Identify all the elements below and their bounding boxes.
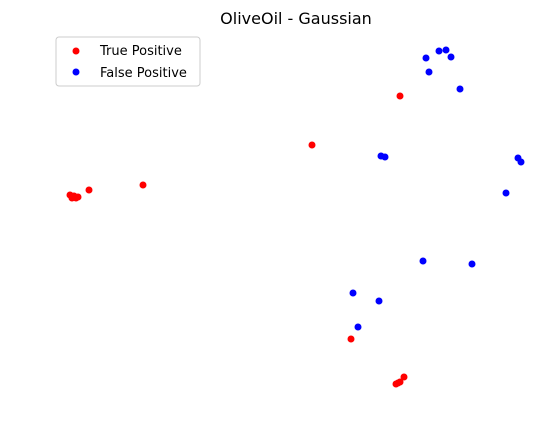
- legend-marker-true-positive: [72, 47, 80, 55]
- point-true-positive-6: [139, 181, 147, 189]
- point-false-positive-11: [419, 257, 427, 265]
- point-false-positive-14: [375, 297, 383, 305]
- point-false-positive-13: [349, 289, 357, 297]
- point-true-positive-5: [85, 186, 93, 194]
- point-false-positive-4: [425, 68, 433, 76]
- legend-label-true-positive: True Positive: [99, 44, 182, 59]
- point-true-positive-4: [74, 193, 82, 201]
- point-true-positive-9: [347, 335, 355, 343]
- point-false-positive-1: [435, 47, 443, 55]
- point-false-positive-3: [447, 53, 455, 61]
- chart-title: OliveOil - Gaussian: [220, 9, 372, 28]
- point-true-positive-13: [400, 373, 408, 381]
- point-false-positive-5: [456, 85, 464, 93]
- legend-marker-false-positive: [72, 68, 80, 76]
- point-true-positive-8: [396, 92, 404, 100]
- point-false-positive-12: [468, 260, 476, 268]
- point-false-positive-2: [442, 46, 450, 54]
- legend-label-false-positive: False Positive: [100, 66, 187, 81]
- data-points: [66, 46, 525, 388]
- legend-box: [55, 36, 201, 87]
- point-false-positive-0: [422, 54, 430, 62]
- point-false-positive-9: [517, 158, 525, 166]
- point-true-positive-7: [308, 141, 316, 149]
- point-true-positive-12: [396, 378, 404, 386]
- point-false-positive-7: [381, 153, 389, 161]
- point-false-positive-15: [354, 323, 362, 331]
- point-false-positive-10: [502, 189, 510, 197]
- legend: True Positive False Positive: [55, 36, 201, 87]
